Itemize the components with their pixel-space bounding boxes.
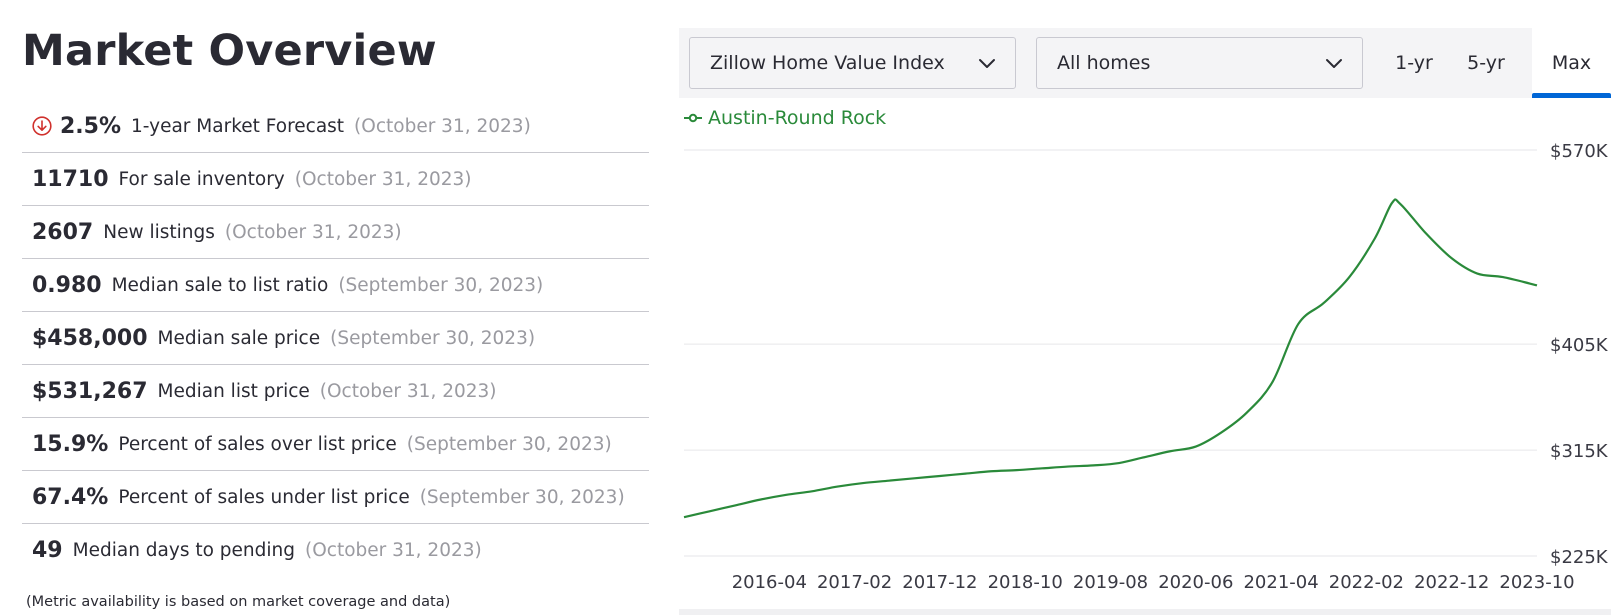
chart-series: [683, 198, 1538, 519]
x-tick-label: 2018-10: [988, 572, 1063, 593]
metric-value: $531,267: [32, 378, 148, 404]
page-title: Market Overview: [22, 26, 437, 76]
metric-row-median-sale-price: $458,000 Median sale price (September 30…: [22, 312, 649, 365]
x-tick-label: 2016-04: [732, 572, 807, 593]
chart-legend[interactable]: Austin-Round Rock: [684, 107, 886, 129]
metric-value: 11710: [32, 166, 109, 192]
legend-series-name: Austin-Round Rock: [708, 107, 887, 129]
metric-row-median-list-price: $531,267 Median list price (October 31, …: [22, 365, 649, 418]
metric-date: (September 30, 2023): [406, 433, 612, 455]
metric-row-inventory: 11710 For sale inventory (October 31, 20…: [22, 153, 649, 206]
metric-date: (October 31, 2023): [305, 540, 482, 561]
chart-grid: [684, 149, 1537, 557]
y-tick-label: $405K: [1550, 335, 1609, 356]
range-max-label: Max: [1551, 52, 1592, 74]
home-type-select[interactable]: All homes: [1036, 37, 1363, 89]
chevron-down-icon: [1326, 59, 1342, 68]
y-tick-label: $570K: [1550, 141, 1609, 162]
footnote: (Metric availability is based on market …: [26, 594, 451, 610]
index-select[interactable]: Zillow Home Value Index: [689, 37, 1016, 89]
metrics-list: 2.5% 1-year Market Forecast (October 31,…: [22, 100, 649, 577]
down-arrow-circle-icon: [32, 116, 52, 136]
legend-marker-icon: [684, 113, 702, 123]
chart-toolbar: Zillow Home Value Index All homes 1-yr 5…: [679, 28, 1611, 98]
metric-row-days-to-pending: 49 Median days to pending (October 31, 2…: [22, 524, 649, 577]
metric-date: (September 30, 2023): [338, 274, 544, 296]
metric-value: $458,000: [32, 325, 148, 351]
range-max-button[interactable]: Max: [1532, 28, 1611, 98]
index-select-value: Zillow Home Value Index: [710, 52, 945, 74]
metric-row-under-list: 67.4% Percent of sales under list price …: [22, 471, 649, 524]
x-tick-label: 2022-02: [1329, 572, 1404, 593]
x-tick-label: 2021-04: [1243, 572, 1318, 593]
metric-value: 49: [32, 538, 63, 563]
metric-label: Median sale to list ratio: [111, 274, 329, 296]
x-tick-label: 2020-06: [1158, 572, 1233, 593]
metric-label: For sale inventory: [118, 168, 285, 190]
metric-label: Median days to pending: [72, 540, 295, 561]
metric-label: Median list price: [157, 380, 310, 402]
metric-date: (October 31, 2023): [319, 380, 497, 402]
y-tick-label: $315K: [1550, 441, 1609, 462]
x-tick-label: 2019-08: [1073, 572, 1148, 593]
y-axis-ticks: $225K $315K $405K $570K: [1550, 141, 1609, 568]
metric-label: Percent of sales over list price: [118, 433, 397, 455]
x-tick-label: 2017-12: [902, 572, 977, 593]
metric-row-new-listings: 2607 New listings (October 31, 2023): [22, 206, 649, 259]
x-axis-ticks: 2016-04 2017-02 2017-12 2018-10 2019-08 2020-…: [732, 572, 1575, 593]
metric-value: 2.5%: [60, 113, 122, 139]
range-5yr-button[interactable]: 5-yr: [1467, 52, 1505, 74]
metric-date: (October 31, 2023): [294, 168, 472, 190]
home-type-select-value: All homes: [1057, 52, 1151, 74]
x-tick-label: 2022-12: [1414, 572, 1489, 593]
metric-row-over-list: 15.9% Percent of sales over list price (…: [22, 418, 649, 471]
x-tick-label: 2023-10: [1499, 572, 1574, 593]
metric-value: 67.4%: [32, 484, 109, 510]
metric-label: New listings: [103, 221, 215, 243]
metric-row-sale-to-list: 0.980 Median sale to list ratio (Septemb…: [22, 259, 649, 312]
chart-bottom-bar: [679, 609, 1611, 615]
metric-value: 15.9%: [32, 431, 109, 457]
series-line-austin-round-rock: [683, 198, 1538, 519]
metric-label: Percent of sales under list price: [118, 486, 410, 508]
y-tick-label: $225K: [1550, 547, 1609, 568]
metric-value: 2607: [32, 219, 94, 245]
metric-row-forecast: 2.5% 1-year Market Forecast (October 31,…: [22, 100, 649, 153]
chevron-down-icon: [979, 59, 995, 68]
metric-date: (October 31, 2023): [224, 221, 402, 243]
metric-date: (September 30, 2023): [330, 327, 536, 349]
metric-date: (September 30, 2023): [419, 486, 625, 508]
metric-value: 0.980: [32, 272, 102, 298]
range-1yr-button[interactable]: 1-yr: [1395, 52, 1433, 74]
metric-label: Median sale price: [157, 327, 321, 349]
metric-date: (October 31, 2023): [354, 115, 531, 137]
x-tick-label: 2017-02: [817, 572, 892, 593]
active-tab-indicator: [1532, 93, 1611, 98]
metric-label: 1-year Market Forecast: [131, 115, 345, 137]
